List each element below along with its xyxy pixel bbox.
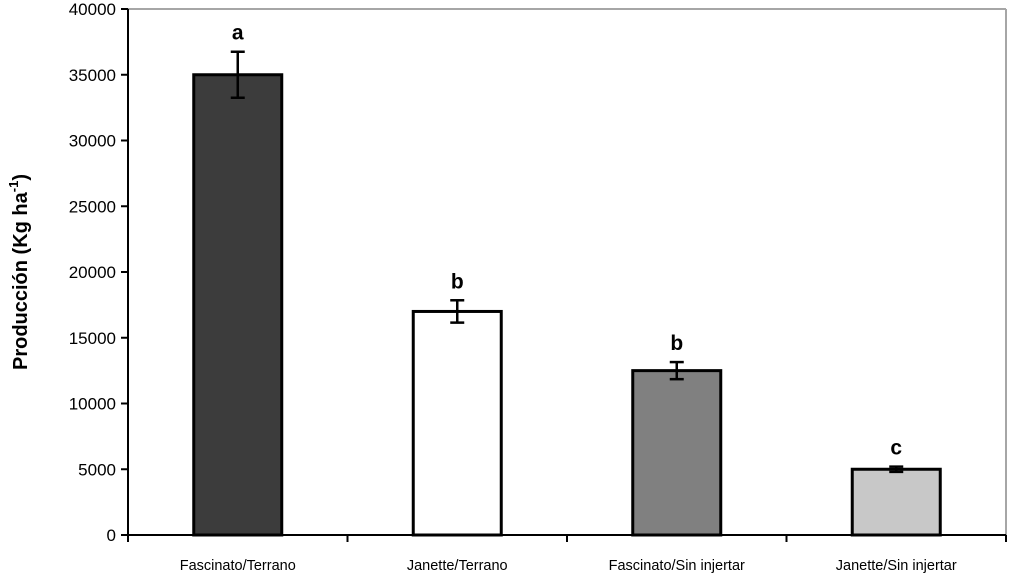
y-tick-label: 0: [107, 526, 116, 545]
y-tick-label: 5000: [78, 460, 116, 479]
category-label-1: Fascinato/Terrano: [180, 558, 296, 574]
significance-label-1: a: [232, 22, 244, 45]
y-tick-label: 10000: [69, 395, 116, 414]
bar-1: [192, 73, 284, 537]
significance-label-4: c: [890, 437, 902, 460]
error-bars-group: [230, 50, 904, 474]
category-labels: Fascinato/Terrano Janette/Terrano Fascinat…: [180, 558, 957, 574]
y-axis-title-superscript: -1: [6, 181, 21, 193]
significance-label-2: b: [451, 270, 464, 293]
bar-3: [631, 369, 723, 537]
significance-labels: a b b c: [232, 22, 903, 460]
y-tick-label: 40000: [69, 0, 116, 19]
y-tick-label: 25000: [69, 197, 116, 216]
category-label-3: Fascinato/Sin injertar: [609, 558, 745, 574]
y-tick-label: 20000: [69, 263, 116, 282]
category-label-4: Janette/Sin injertar: [836, 558, 957, 574]
y-axis-title-suffix: ): [10, 174, 32, 181]
significance-label-3: b: [670, 332, 683, 355]
y-axis-title: Producción (Kg ha-1): [6, 174, 32, 370]
y-axis-ticks: 0 5000 10000 15000 20000 25000 30000 35000 40000: [69, 0, 128, 545]
bar-4: [850, 467, 942, 537]
y-axis-title-prefix: Producción (Kg ha: [10, 191, 32, 370]
bars-group: [192, 73, 942, 537]
bar-2: [411, 309, 503, 537]
x-axis-ticks: [127, 535, 1007, 542]
y-tick-label: 15000: [69, 329, 116, 348]
category-label-2: Janette/Terrano: [407, 558, 508, 574]
y-tick-label: 35000: [69, 66, 116, 85]
y-tick-label: 30000: [69, 132, 116, 151]
